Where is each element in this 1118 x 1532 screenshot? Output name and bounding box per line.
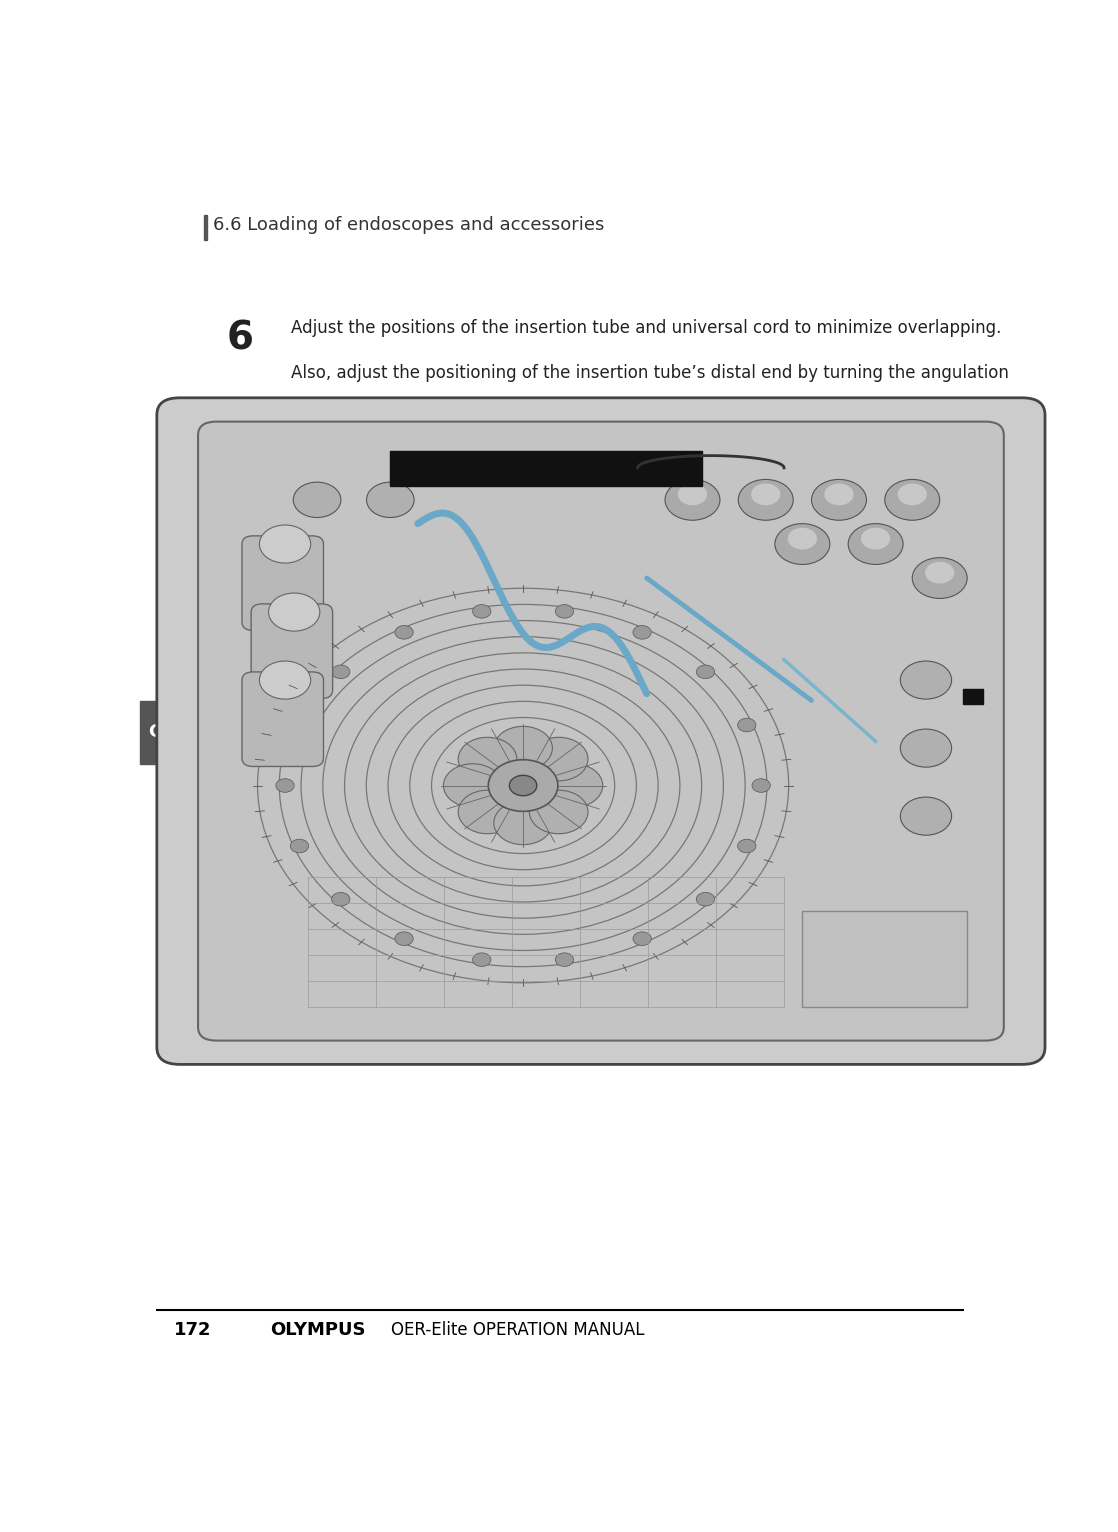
FancyBboxPatch shape	[241, 673, 323, 766]
Circle shape	[458, 737, 517, 781]
Circle shape	[824, 484, 854, 506]
Circle shape	[556, 605, 574, 617]
Circle shape	[738, 840, 756, 853]
Text: control knobs (lever) on the control section. Again, make sure that the universa: control knobs (lever) on the control sec…	[292, 409, 999, 427]
Circle shape	[395, 625, 414, 639]
Circle shape	[849, 524, 903, 564]
Circle shape	[293, 483, 341, 518]
Circle shape	[900, 729, 951, 768]
Circle shape	[268, 593, 320, 631]
Text: Ch.6: Ch.6	[149, 723, 193, 741]
Circle shape	[259, 660, 311, 699]
FancyBboxPatch shape	[252, 604, 333, 699]
Circle shape	[530, 737, 588, 781]
Circle shape	[861, 527, 890, 550]
Text: Figure  6.6: Figure 6.6	[244, 1031, 324, 1046]
Bar	[244, 473, 967, 1016]
Circle shape	[276, 778, 294, 792]
FancyBboxPatch shape	[157, 398, 1045, 1065]
Circle shape	[788, 527, 817, 550]
Text: OLYMPUS: OLYMPUS	[269, 1322, 366, 1339]
Circle shape	[291, 840, 309, 853]
Bar	[203, 214, 207, 241]
Circle shape	[444, 764, 502, 807]
Bar	[390, 450, 702, 486]
Circle shape	[494, 726, 552, 771]
Text: 6.6 Loading of endoscopes and accessories: 6.6 Loading of endoscopes and accessorie…	[214, 216, 605, 234]
Text: OER-Elite OPERATION MANUAL: OER-Elite OPERATION MANUAL	[391, 1322, 644, 1339]
Bar	[963, 689, 983, 703]
Circle shape	[775, 524, 830, 564]
Circle shape	[912, 558, 967, 599]
Bar	[140, 700, 202, 764]
Circle shape	[752, 778, 770, 792]
Circle shape	[633, 625, 652, 639]
Circle shape	[473, 605, 491, 617]
Circle shape	[738, 480, 793, 521]
Circle shape	[544, 764, 603, 807]
Bar	[803, 912, 967, 1007]
Text: 172: 172	[174, 1322, 212, 1339]
Circle shape	[556, 953, 574, 967]
Circle shape	[530, 791, 588, 833]
Circle shape	[291, 719, 309, 732]
Circle shape	[738, 719, 756, 732]
Text: 6: 6	[226, 320, 254, 357]
FancyBboxPatch shape	[241, 536, 323, 631]
Circle shape	[900, 660, 951, 699]
Circle shape	[332, 893, 350, 905]
Circle shape	[665, 480, 720, 521]
Circle shape	[633, 931, 652, 945]
Circle shape	[898, 484, 927, 506]
Text: Also, adjust the positioning of the insertion tube’s distal end by turning the a: Also, adjust the positioning of the inse…	[292, 365, 1010, 383]
Circle shape	[510, 775, 537, 795]
Circle shape	[259, 525, 311, 564]
Text: Adjust the positions of the insertion tube and universal cord to minimize overla: Adjust the positions of the insertion tu…	[292, 320, 1002, 337]
Circle shape	[697, 665, 714, 679]
Circle shape	[494, 801, 552, 844]
Circle shape	[884, 480, 940, 521]
Circle shape	[367, 483, 414, 518]
Circle shape	[697, 893, 714, 905]
Circle shape	[678, 484, 708, 506]
Circle shape	[751, 484, 780, 506]
Circle shape	[395, 931, 414, 945]
FancyBboxPatch shape	[198, 421, 1004, 1040]
Circle shape	[925, 562, 955, 584]
Circle shape	[812, 480, 866, 521]
Circle shape	[489, 760, 558, 812]
Circle shape	[458, 791, 517, 833]
Circle shape	[473, 953, 491, 967]
Circle shape	[900, 797, 951, 835]
Circle shape	[332, 665, 350, 679]
Text: is placed on the inside of the hooks.: is placed on the inside of the hooks.	[292, 453, 591, 472]
